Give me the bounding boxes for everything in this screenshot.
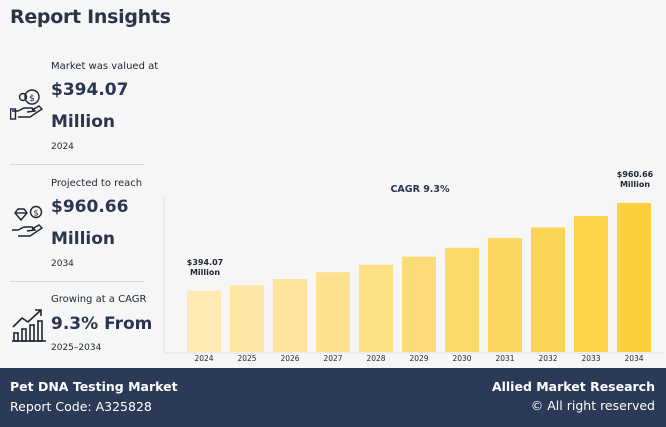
bar-2030 xyxy=(445,247,479,352)
stat-year: 2024 xyxy=(51,142,74,152)
bar-2026 xyxy=(273,278,307,352)
divider xyxy=(10,164,144,165)
cagr-annotation: CAGR 9.3% xyxy=(390,184,450,195)
first-bar-value-label: $394.07 xyxy=(187,258,223,267)
last-bar-value-label: $960.66 xyxy=(617,170,654,179)
svg-text:$: $ xyxy=(33,209,38,218)
x-tick-label: 2025 xyxy=(237,354,256,363)
footer-banner: Pet DNA Testing Market Report Code: A325… xyxy=(0,368,666,427)
stat-year: 2034 xyxy=(51,259,74,269)
diamond-coin-hand-icon: $ xyxy=(10,203,48,241)
bar-2032 xyxy=(531,227,565,352)
bar-2027 xyxy=(316,272,350,352)
stat-value: $960.66 xyxy=(51,197,129,217)
x-tick-label: 2032 xyxy=(538,354,557,363)
x-tick-label: 2024 xyxy=(194,354,213,363)
bar-2024 xyxy=(187,290,221,352)
stat-label: Growing at a CAGR xyxy=(51,294,147,305)
bar-chart: CAGR 9.3% 2024 2025 2026 2027 2028 2029 2030 20… xyxy=(163,170,664,363)
x-tick-label: 2027 xyxy=(323,354,342,363)
stat-market-value: $ Market was valued at $394.07 Million 2… xyxy=(9,58,158,164)
bar-2029 xyxy=(402,256,436,352)
bar-2033 xyxy=(574,215,608,352)
x-tick-label: 2033 xyxy=(581,354,600,363)
report-code: Report Code: A325828 xyxy=(10,399,152,414)
x-tick-label: 2034 xyxy=(624,354,643,363)
bar-2031 xyxy=(488,238,522,352)
stat-label: Projected to reach xyxy=(51,178,143,189)
bar-2025 xyxy=(230,285,264,352)
page-title: Report Insights xyxy=(10,6,171,28)
stat-value: $394.07 xyxy=(51,80,129,100)
stat-label: Market was valued at xyxy=(51,61,159,72)
stat-value: 9.3% From xyxy=(51,314,153,334)
stat-year-range: 2025–2034 xyxy=(51,343,102,353)
x-tick-label: 2031 xyxy=(495,354,514,363)
stat-value-unit: Million xyxy=(51,112,116,132)
copyright-text: © All right reserved xyxy=(530,398,655,413)
money-hand-icon: $ xyxy=(9,85,48,123)
divider xyxy=(10,281,144,282)
x-tick-label: 2026 xyxy=(280,354,299,363)
bar-2028 xyxy=(359,264,393,352)
x-tick-label: 2029 xyxy=(409,354,428,363)
bar-2034 xyxy=(617,203,651,352)
x-tick-label: 2028 xyxy=(366,354,385,363)
growth-chart-icon xyxy=(10,305,48,343)
stat-value-unit: Million xyxy=(51,229,116,249)
stat-cagr: Growing at a CAGR 9.3% From 2025–2034 xyxy=(10,293,152,363)
x-tick-label: 2030 xyxy=(452,354,471,363)
svg-text:$: $ xyxy=(29,94,35,104)
first-bar-unit-label: Million xyxy=(190,268,220,277)
brand-name: Allied Market Research xyxy=(491,379,655,394)
last-bar-unit-label: Million xyxy=(620,180,650,189)
market-name: Pet DNA Testing Market xyxy=(10,379,178,394)
stat-projected-value: $ Projected to reach $960.66 Million 203… xyxy=(10,176,144,281)
